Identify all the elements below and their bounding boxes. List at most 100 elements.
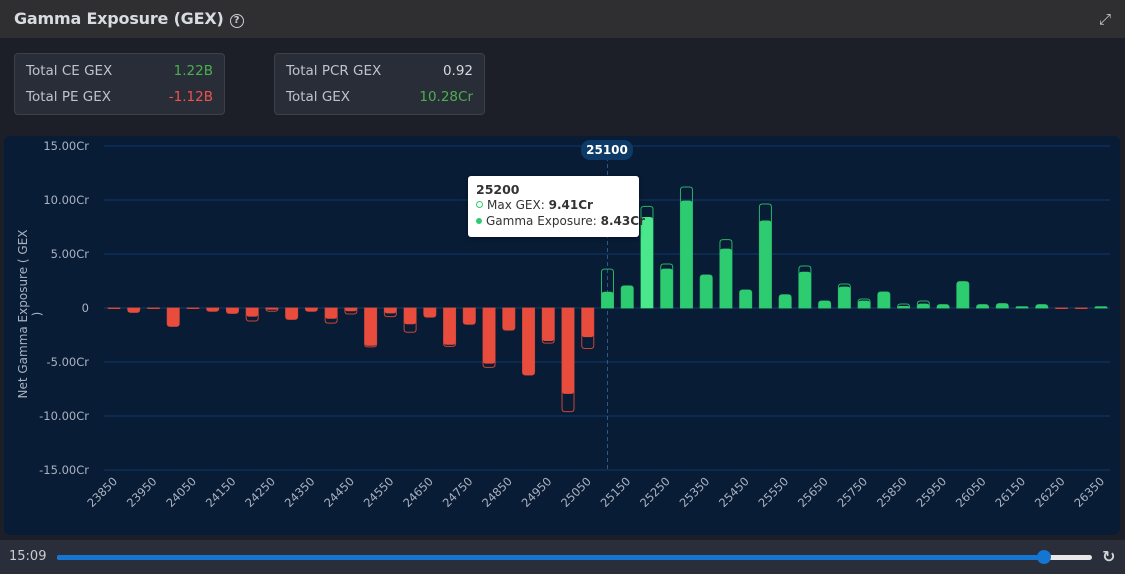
gex-bar <box>779 294 792 308</box>
stat-value: -1.12B <box>168 89 213 105</box>
x-tick-label: 24250 <box>242 474 278 510</box>
max-gex-bar <box>443 307 457 347</box>
tooltip-row-gamma-exposure: Gamma Exposure: 8.43Cr <box>476 214 645 228</box>
x-tick-label: 25350 <box>677 474 713 510</box>
filled-dot-icon <box>476 218 482 224</box>
max-gex-bar <box>344 307 358 315</box>
x-tick-label: 24650 <box>400 474 436 510</box>
gex-bar <box>423 308 436 318</box>
y-tick-label: 0 <box>82 301 89 315</box>
y-tick-label: 15.00Cr <box>43 139 89 153</box>
max-gex-bar <box>798 265 812 309</box>
time-slider[interactable] <box>57 550 1092 564</box>
gex-bar <box>443 308 456 345</box>
gex-bar <box>897 305 910 308</box>
max-gex-bar <box>601 268 614 309</box>
crosshair-label: 25100 <box>581 140 633 160</box>
x-tick-label: 25850 <box>874 474 910 510</box>
gex-bar <box>877 292 890 308</box>
gex-bar <box>1075 308 1088 309</box>
max-gex-bar <box>581 307 595 349</box>
x-tick-label: 25650 <box>795 474 831 510</box>
stat-label: Total PE GEX <box>26 89 112 105</box>
gex-bar <box>1016 306 1029 308</box>
stat-total-pe-gex: Total PE GEX -1.12B <box>26 89 213 109</box>
stat-label: Total GEX <box>286 89 351 105</box>
x-tick-label: 24350 <box>282 474 318 510</box>
max-gex-bar <box>561 307 575 413</box>
gex-bar <box>1055 308 1068 309</box>
gex-bar <box>147 308 160 309</box>
max-gex-bar <box>324 307 338 324</box>
x-tick-label: 24950 <box>519 474 555 510</box>
y-tick-label: 5.00Cr <box>51 247 90 261</box>
stat-value: 10.28Cr <box>419 89 473 105</box>
x-tick-label: 23850 <box>84 474 120 510</box>
max-gex-bar <box>679 186 693 309</box>
max-gex-bar <box>758 203 772 309</box>
gex-bar <box>937 304 950 308</box>
gex-bar <box>522 308 535 375</box>
tooltip-label: Gamma Exposure <box>486 214 593 228</box>
expand-icon[interactable]: ⤢ <box>1098 10 1111 28</box>
max-gex-bar <box>265 307 279 312</box>
max-gex-bar <box>897 303 911 309</box>
stats-bar: Total CE GEX 1.22B Total PE GEX -1.12B Tot… <box>0 38 1125 131</box>
gex-bar <box>1035 304 1048 308</box>
gex-bar <box>858 300 871 308</box>
slider-fill <box>57 555 1045 560</box>
max-gex-bar <box>482 307 496 368</box>
gex-bar <box>265 308 278 310</box>
gex-bar <box>285 308 298 320</box>
x-tick-label: 25450 <box>716 474 752 510</box>
max-gex-bar <box>383 307 397 318</box>
x-tick-label: 25750 <box>834 474 870 510</box>
gex-bar <box>1095 306 1107 308</box>
page-title: Gamma Exposure (GEX)? <box>14 9 244 28</box>
y-tick-label: -5.00Cr <box>46 355 89 369</box>
gex-bar <box>956 281 969 308</box>
hollow-dot-icon <box>476 201 483 208</box>
y-tick-label: -10.00Cr <box>39 409 89 423</box>
gex-bar <box>404 308 417 325</box>
x-tick-label: 24150 <box>203 474 239 510</box>
slider-thumb[interactable] <box>1037 550 1052 564</box>
gex-bar <box>325 308 338 319</box>
gex-bar <box>483 308 496 364</box>
x-tick-label: 25950 <box>913 474 949 510</box>
max-gex-bar <box>857 298 871 309</box>
gex-bar <box>680 200 693 308</box>
gex-bar <box>108 308 120 309</box>
gex-bar <box>838 286 851 308</box>
help-circle-icon[interactable]: ? <box>229 14 244 28</box>
gex-bar <box>818 300 831 308</box>
gex-bar <box>246 308 259 317</box>
pcr-total-card: Total PCR GEX 0.92 Total GEX 10.28Cr <box>274 53 485 115</box>
gex-bar <box>739 289 752 308</box>
max-gex-bar <box>660 263 674 309</box>
x-tick-label: 26350 <box>1071 474 1107 510</box>
gex-bar <box>917 303 930 308</box>
max-gex-bar <box>640 205 654 309</box>
gex-bar <box>206 308 219 312</box>
time-slider-bar: 15:09 ↻ <box>0 540 1125 574</box>
x-tick-label: 23950 <box>124 474 160 510</box>
x-tick-label: 25150 <box>598 474 634 510</box>
refresh-icon[interactable]: ↻ <box>1102 547 1116 566</box>
x-tick-label: 25050 <box>558 474 594 510</box>
stat-total-ce-gex: Total CE GEX 1.22B <box>26 63 213 83</box>
gex-bar <box>305 308 318 312</box>
tooltip-value: 9.41Cr <box>548 198 593 212</box>
y-tick-label: -15.00Cr <box>39 463 89 477</box>
gex-bar <box>127 308 140 313</box>
max-gex-bar <box>916 300 930 309</box>
x-tick-label: 26050 <box>953 474 989 510</box>
stat-total-pcr-gex: Total PCR GEX 0.92 <box>286 63 473 83</box>
max-gex-bar <box>719 239 733 309</box>
x-tick-label: 26150 <box>992 474 1028 510</box>
tooltip-value: 8.43Cr <box>600 214 645 228</box>
gex-bar <box>759 220 772 308</box>
gex-bar <box>660 268 673 308</box>
x-tick-label: 24050 <box>163 474 199 510</box>
